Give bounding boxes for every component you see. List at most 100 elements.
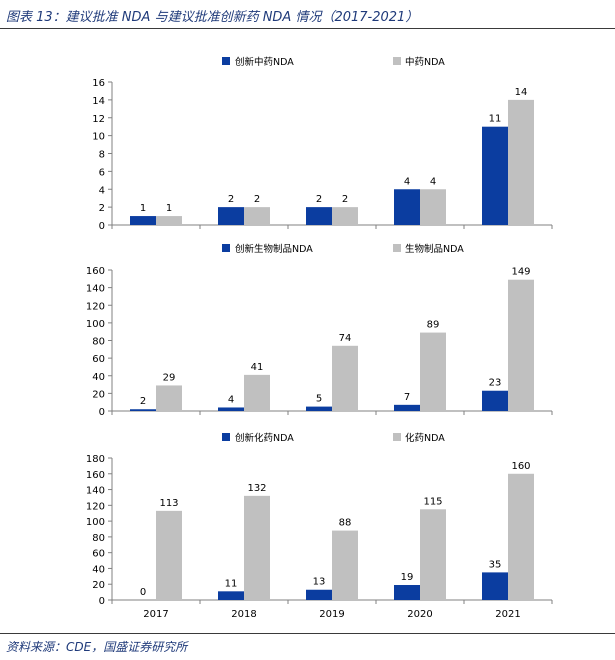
legend-label: 创新生物制品NDA	[235, 243, 313, 255]
bar-innovative	[394, 585, 420, 600]
y-tick-label: 40	[92, 564, 105, 575]
bar-value-label: 2	[228, 194, 234, 205]
y-tick-label: 0	[99, 221, 105, 232]
y-tick-label: 12	[92, 114, 105, 125]
bar-total	[244, 495, 270, 600]
x-tick-label: 2017	[143, 609, 168, 620]
bar-value-label: 115	[423, 496, 442, 507]
bar-value-label: 4	[430, 176, 436, 187]
bar-total	[244, 374, 270, 411]
bar-total	[508, 279, 534, 411]
legend-label: 生物制品NDA	[405, 243, 464, 255]
x-tick-label: 2019	[319, 609, 344, 620]
bar-value-label: 23	[489, 378, 502, 389]
legend-label: 创新中药NDA	[235, 56, 294, 68]
y-tick-label: 6	[99, 167, 105, 178]
legend-label: 化药NDA	[405, 432, 445, 444]
bar-total	[420, 332, 446, 411]
bar-value-label: 4	[404, 176, 410, 187]
bottom-divider	[0, 633, 615, 634]
bar-total	[508, 99, 534, 225]
y-tick-label: 100	[86, 517, 105, 528]
bar-innovative	[306, 406, 332, 411]
bar-value-label: 5	[316, 394, 322, 405]
bar-value-label: 1	[140, 203, 146, 214]
bar-value-label: 0	[140, 587, 146, 598]
bar-innovative	[482, 572, 508, 600]
y-tick-label: 16	[92, 78, 105, 89]
y-tick-label: 160	[86, 470, 105, 481]
y-tick-label: 140	[86, 284, 105, 295]
legend-swatch	[393, 57, 401, 65]
y-tick-label: 80	[92, 337, 105, 348]
bar-innovative	[130, 216, 156, 225]
legend-swatch	[393, 433, 401, 441]
bar-value-label: 11	[489, 114, 502, 125]
bar-total	[244, 207, 270, 225]
bar-value-label: 1	[166, 203, 172, 214]
bar-innovative	[306, 207, 332, 225]
bar-value-label: 2	[254, 194, 260, 205]
bar-innovative	[394, 404, 420, 411]
bar-innovative	[306, 589, 332, 600]
bar-total	[420, 189, 446, 225]
y-tick-label: 20	[92, 389, 105, 400]
bar-innovative	[482, 390, 508, 411]
bar-value-label: 89	[427, 320, 440, 331]
y-tick-label: 4	[99, 185, 105, 196]
bar-value-label: 113	[159, 498, 178, 509]
bar-value-label: 13	[313, 577, 326, 588]
y-tick-label: 140	[86, 486, 105, 497]
x-tick-label: 2018	[231, 609, 256, 620]
figure-caption: 图表 13：建议批准 NDA 与建议批准创新药 NDA 情况（2017-2021…	[6, 10, 419, 25]
legend-swatch	[222, 244, 230, 252]
bar-value-label: 35	[489, 559, 502, 570]
bar-total	[508, 473, 534, 600]
bar-total	[156, 385, 182, 411]
bar-total	[332, 345, 358, 411]
y-tick-label: 160	[86, 266, 105, 277]
y-tick-label: 120	[86, 301, 105, 312]
x-tick-label: 2020	[407, 609, 432, 620]
bar-total	[156, 510, 182, 600]
y-tick-label: 60	[92, 354, 105, 365]
y-tick-label: 0	[99, 596, 105, 607]
bar-innovative	[482, 126, 508, 225]
bar-innovative	[218, 207, 244, 225]
y-tick-label: 180	[86, 454, 105, 465]
bar-value-label: 132	[247, 483, 266, 494]
bar-value-label: 7	[404, 392, 410, 403]
bar-value-label: 11	[225, 578, 238, 589]
bar-total	[156, 216, 182, 225]
bar-value-label: 160	[511, 461, 530, 472]
bar-value-label: 2	[342, 194, 348, 205]
y-tick-label: 10	[92, 132, 105, 143]
y-tick-label: 100	[86, 319, 105, 330]
bar-total	[332, 207, 358, 225]
top-divider	[0, 28, 615, 29]
source-note: 资料来源：CDE，国盛证券研究所	[6, 640, 188, 654]
bar-value-label: 2	[316, 194, 322, 205]
bar-innovative	[218, 407, 244, 411]
bar-value-label: 29	[163, 372, 176, 383]
bar-value-label: 74	[339, 333, 352, 344]
bar-value-label: 41	[251, 362, 264, 373]
legend-swatch	[222, 57, 230, 65]
bar-value-label: 14	[515, 87, 528, 98]
bar-value-label: 88	[339, 518, 352, 529]
y-tick-label: 120	[86, 501, 105, 512]
legend-label: 中药NDA	[405, 56, 445, 68]
bar-value-label: 19	[401, 572, 414, 583]
y-tick-label: 40	[92, 372, 105, 383]
y-tick-label: 80	[92, 533, 105, 544]
legend-label: 创新化药NDA	[235, 432, 294, 444]
bar-innovative	[130, 409, 156, 411]
bar-value-label: 4	[228, 394, 234, 405]
y-tick-label: 2	[99, 203, 105, 214]
bar-total	[420, 509, 446, 600]
y-tick-label: 60	[92, 549, 105, 560]
y-tick-label: 14	[92, 96, 105, 107]
bar-innovative	[218, 591, 244, 600]
x-tick-label: 2021	[495, 609, 520, 620]
